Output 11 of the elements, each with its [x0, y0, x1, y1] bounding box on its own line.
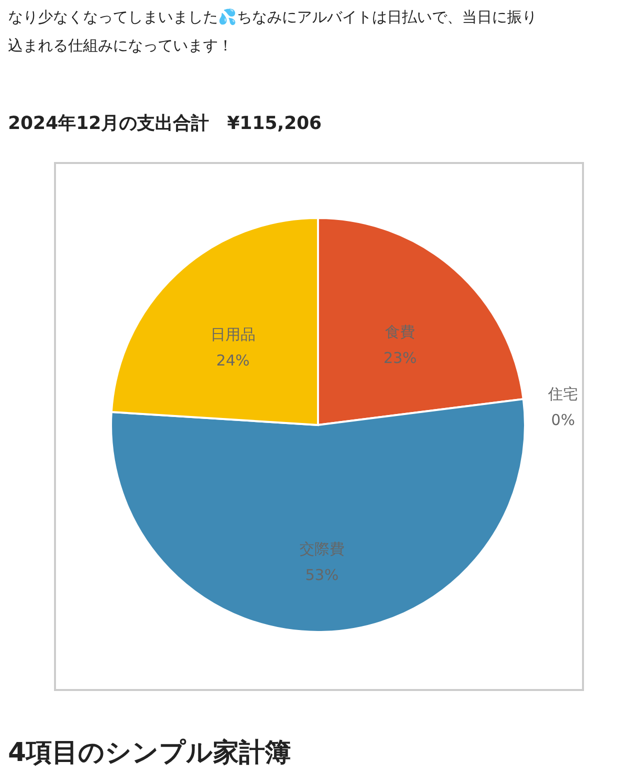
data-label: 53% [305, 566, 339, 584]
text: 4項目のシンプル家計簿 [8, 738, 292, 768]
chart-title: 2024年12月の支出合計 ¥115,206 [8, 113, 322, 134]
category-label: 住宅 [548, 385, 578, 404]
data-label: 24% [216, 351, 250, 370]
slice-label: 食費 [385, 322, 416, 341]
text: なり少なくなってしまいました💦ちなみにアルバイトは日払いで、当日に振り込まれる仕組みになっています！ [8, 7, 537, 54]
slice-label: 交際費 [299, 540, 344, 558]
slice-label: 日用品 [210, 325, 256, 344]
data-label: 23% [383, 348, 417, 367]
text: 0% [551, 411, 575, 430]
